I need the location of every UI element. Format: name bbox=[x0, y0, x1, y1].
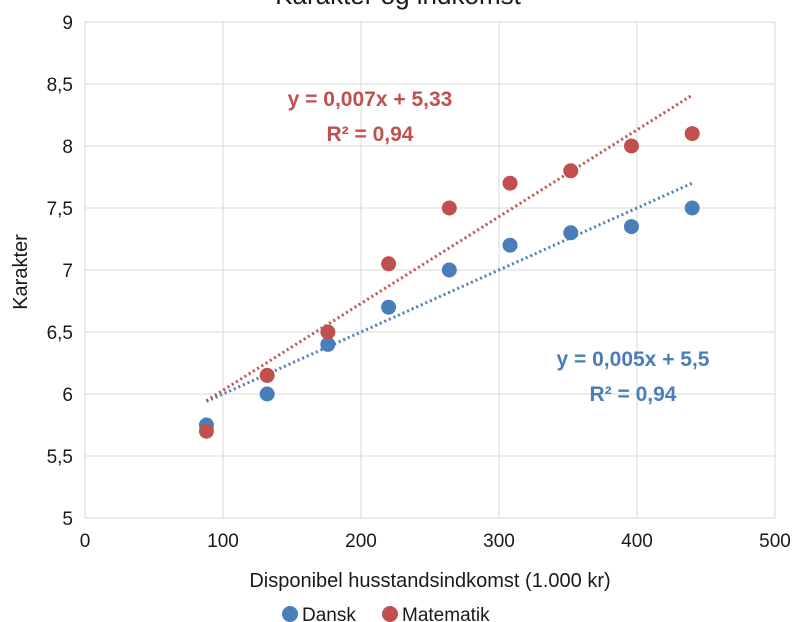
data-point-matematik bbox=[198, 423, 214, 439]
trendline-dansk bbox=[205, 181, 693, 403]
x-tick-label: 300 bbox=[483, 531, 515, 552]
y-tick-label: 7,5 bbox=[47, 199, 73, 220]
data-point-matematik bbox=[623, 138, 639, 154]
trendlines bbox=[205, 93, 693, 403]
legend-marker-dansk bbox=[282, 606, 298, 622]
data-point-dansk bbox=[563, 225, 579, 241]
data-point-matematik bbox=[259, 367, 275, 383]
y-axis-title: Karakter bbox=[10, 234, 32, 310]
y-tick-label: 6,5 bbox=[47, 323, 73, 344]
x-tick-label: 0 bbox=[80, 531, 91, 552]
matematik-equation-label: y = 0,007x + 5,33 bbox=[288, 88, 453, 111]
legend-marker-matematik bbox=[382, 606, 398, 622]
y-tick-label: 5,5 bbox=[47, 447, 73, 468]
y-tick-label: 8 bbox=[62, 137, 73, 158]
x-axis-title: Disponibel husstandsindkomst (1.000 kr) bbox=[249, 570, 610, 592]
axes: 5 5,5 6 6,5 7 7,5 8 8,5 9 0 100 200 300 400 500 bbox=[47, 13, 791, 552]
x-tick-label: 500 bbox=[759, 531, 791, 552]
data-point-dansk bbox=[320, 336, 336, 352]
dansk-equation-label: y = 0,005x + 5,5 bbox=[557, 348, 710, 371]
data-point-dansk bbox=[623, 219, 639, 235]
data-point-dansk bbox=[684, 200, 700, 216]
legend-label-matematik: Matematik bbox=[402, 605, 490, 622]
data-point-matematik bbox=[502, 175, 518, 191]
data-point-matematik bbox=[684, 126, 700, 142]
y-tick-label: 7 bbox=[62, 261, 73, 282]
legend-label-dansk: Dansk bbox=[302, 605, 356, 622]
data-point-dansk bbox=[381, 299, 397, 315]
y-tick-label: 9 bbox=[62, 13, 73, 34]
legend: Dansk Matematik bbox=[282, 605, 490, 622]
data-points bbox=[198, 126, 700, 439]
y-tick-label: 8,5 bbox=[47, 75, 73, 96]
data-point-dansk bbox=[502, 237, 518, 253]
x-tick-label: 100 bbox=[207, 531, 239, 552]
data-point-dansk bbox=[259, 386, 275, 402]
y-tick-label: 5 bbox=[62, 509, 73, 530]
trendline-matematik bbox=[205, 93, 693, 402]
data-point-matematik bbox=[381, 256, 397, 272]
x-tick-label: 400 bbox=[621, 531, 653, 552]
chart-title: Karakter og indkomst bbox=[275, 0, 521, 10]
data-point-matematik bbox=[441, 200, 457, 216]
x-tick-label: 200 bbox=[345, 531, 377, 552]
dansk-r2-label: R² = 0,94 bbox=[590, 383, 677, 406]
data-point-matematik bbox=[320, 324, 336, 340]
data-point-dansk bbox=[441, 262, 457, 278]
y-tick-label: 6 bbox=[62, 385, 73, 406]
matematik-r2-label: R² = 0,94 bbox=[327, 123, 414, 146]
data-point-matematik bbox=[563, 163, 579, 179]
